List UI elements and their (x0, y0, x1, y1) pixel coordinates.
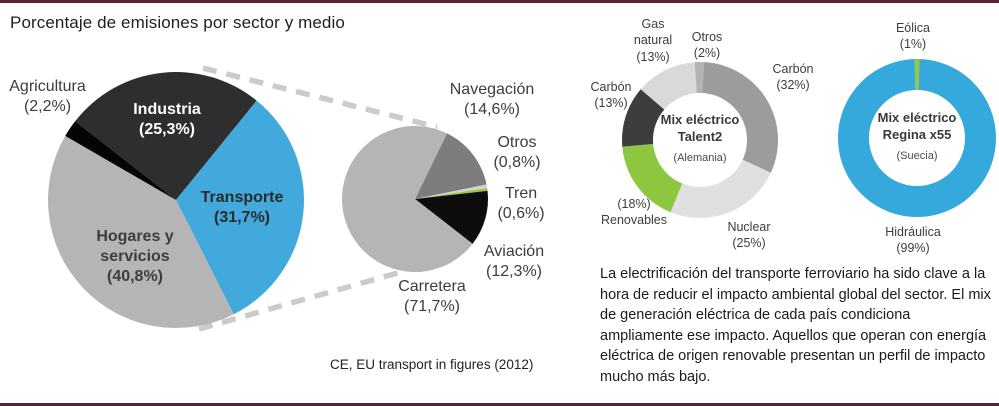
slice-pct: (31,7%) (213, 209, 271, 226)
slice-pct: (2,2%) (23, 98, 72, 115)
slice-name: Eólica (895, 21, 931, 35)
talent2-donut-chart (621, 62, 779, 219)
slice-pct: (0,8%) (493, 154, 541, 171)
slice-name: Hidráulica (885, 225, 941, 239)
slice-pct: (1%) (899, 37, 927, 52)
slice-name: Nuclear (727, 220, 771, 234)
bottom-rule (0, 403, 999, 406)
label-gas-natural: Gas natural (13%) (623, 16, 683, 65)
slice-pct: (99%) (896, 241, 930, 256)
slice-pct: (12,3%) (485, 263, 543, 280)
slice-pct: (14,6%) (463, 101, 521, 118)
slice-pct: (25%) (732, 236, 766, 251)
label-renovables: (18%) Renovables (584, 196, 684, 229)
label-otros-mix: Otros (2%) (682, 29, 732, 62)
slice-name: Carbón (590, 80, 632, 94)
slice-pct: (71,7%) (403, 298, 461, 315)
page-title: Porcentaje de emisiones por sector y med… (10, 13, 345, 32)
slice-pct: (0,6%) (497, 205, 545, 222)
slice-pct: (25,3%) (138, 121, 196, 138)
zoom-connector-lines (198, 65, 438, 332)
talent2-center-label: Mix eléctrico Talent2 (Alemania) (640, 112, 760, 165)
slice-name: Carbón (772, 62, 814, 76)
label-agricultura: Agricultura (2,2%) (0, 77, 95, 117)
source-citation: CE, EU transport in figures (2012) (330, 357, 534, 372)
donut-subtitle: (Suecia) (896, 149, 938, 162)
donut-title-line2: Talent2 (677, 128, 723, 144)
slice-pct: (2%) (693, 46, 721, 61)
slice-name: Renovables (600, 213, 667, 228)
label-tren: Tren (0,6%) (481, 184, 561, 224)
slice-pct: (40,8%) (106, 268, 164, 285)
donut-title-line1: Mix eléctrico (877, 110, 957, 125)
label-carbon-32: Carbón (32%) (758, 61, 828, 94)
label-carbon-13: Carbón (13%) (576, 79, 646, 112)
slice-name: Carretera (398, 278, 466, 295)
label-aviacion: Aviación (12,3%) (459, 242, 569, 282)
label-navegacion: Navegación (14,6%) (432, 80, 552, 120)
donut-subtitle: (Alemania) (673, 151, 727, 164)
slice-name: Tren (504, 185, 538, 202)
slice-pct: (13%) (636, 49, 670, 64)
donut-title-line2: Regina x55 (882, 126, 952, 142)
description-paragraph: La electrificación del transporte ferrov… (600, 266, 991, 385)
donut-title-line1: Mix eléctrico (660, 112, 740, 127)
label-otros-transporte: Otros (0,8%) (477, 133, 557, 173)
slice-pct: (32%) (776, 78, 810, 93)
sector-pie-chart (48, 72, 304, 328)
transport-pie-chart (341, 126, 489, 273)
slice-pct: (18%) (617, 197, 651, 211)
regina-center-label: Mix eléctrico Regina x55 (Suecia) (857, 110, 977, 163)
label-hidraulica: Hidráulica (99%) (878, 224, 948, 257)
label-transporte: Transporte (31,7%) (182, 188, 302, 228)
slice-pct: (13%) (594, 96, 628, 111)
label-hogares-servicios: Hogares y servicios (40,8%) (85, 227, 185, 287)
slice-name: Gas natural (633, 17, 673, 48)
slice-name: Otros (691, 30, 723, 44)
top-rule (0, 0, 999, 3)
label-eolica: Eólica (1%) (883, 20, 943, 53)
slice-name: Hogares y servicios (96, 228, 174, 265)
regina-donut-chart (838, 59, 996, 218)
slice-name: Industria (133, 101, 201, 118)
slice-name: Navegación (449, 81, 535, 98)
slice-name: Agricultura (9, 78, 86, 95)
slice-name: Transporte (200, 189, 284, 206)
label-carretera: Carretera (71,7%) (377, 277, 487, 317)
label-industria: Industria (25,3%) (107, 100, 227, 140)
slice-name: Aviación (483, 243, 545, 260)
slice-name: Otros (497, 134, 537, 151)
label-nuclear: Nuclear (25%) (714, 219, 784, 252)
